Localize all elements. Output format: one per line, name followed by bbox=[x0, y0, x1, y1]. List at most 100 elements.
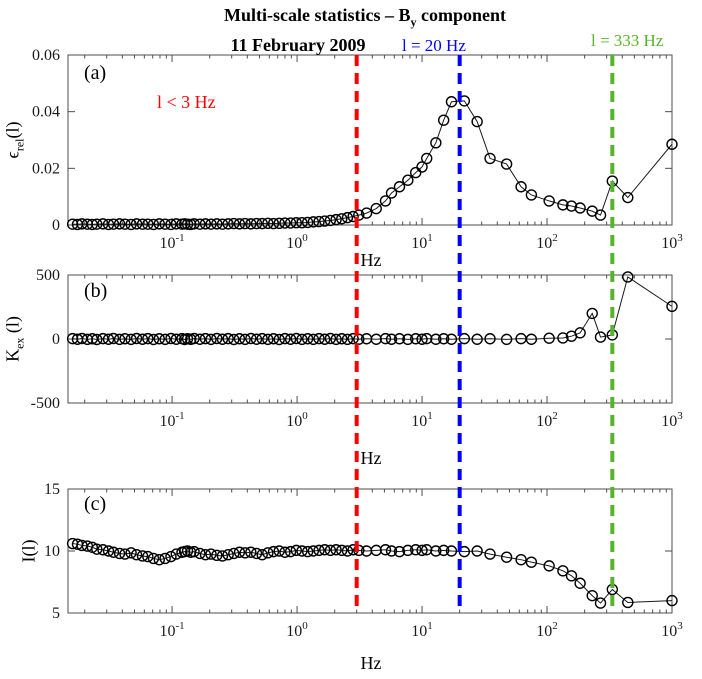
data-point bbox=[153, 218, 165, 230]
data-point bbox=[228, 217, 240, 230]
data-point bbox=[594, 209, 607, 221]
y-tick-label: 0.06 bbox=[32, 47, 60, 64]
data-point bbox=[119, 548, 131, 560]
data-point bbox=[216, 218, 229, 230]
data-point bbox=[324, 332, 337, 345]
data-point bbox=[205, 333, 217, 346]
y-tick-label: 0.02 bbox=[32, 160, 60, 177]
data-point bbox=[437, 544, 450, 557]
data-point bbox=[484, 548, 496, 560]
x-tick-label: 103 bbox=[661, 232, 683, 252]
data-point bbox=[165, 218, 177, 231]
data-point bbox=[188, 332, 200, 345]
data-point bbox=[385, 545, 398, 557]
data-point bbox=[353, 333, 365, 345]
x-tick-label: 100 bbox=[286, 620, 308, 640]
data-point bbox=[379, 332, 392, 345]
data-point bbox=[393, 181, 406, 193]
data-point bbox=[430, 137, 442, 149]
data-point bbox=[188, 218, 200, 230]
data-point bbox=[324, 544, 337, 557]
data-point bbox=[153, 553, 165, 566]
data-point bbox=[211, 218, 223, 230]
data-point bbox=[301, 333, 314, 345]
data-point bbox=[194, 333, 206, 345]
data-point bbox=[574, 202, 586, 214]
data-point bbox=[262, 217, 274, 230]
data-point bbox=[296, 333, 308, 346]
data-point bbox=[159, 218, 171, 230]
ylabel-a-base: ϵ bbox=[2, 151, 23, 159]
data-point bbox=[543, 560, 555, 572]
data-point bbox=[586, 307, 598, 320]
data-point bbox=[319, 544, 331, 556]
data-point bbox=[239, 333, 251, 346]
data-point bbox=[594, 331, 607, 343]
data-point bbox=[97, 544, 109, 556]
data-point bbox=[484, 333, 496, 345]
ylabel-a-sub: rel bbox=[12, 138, 27, 152]
data-point bbox=[296, 545, 308, 557]
data-point bbox=[165, 332, 177, 345]
data-point bbox=[307, 216, 320, 228]
data-point bbox=[336, 544, 348, 557]
data-point bbox=[307, 333, 320, 346]
data-point bbox=[421, 332, 433, 345]
data-point bbox=[430, 333, 442, 345]
data-point bbox=[222, 218, 234, 230]
data-point bbox=[301, 545, 314, 558]
data-point bbox=[515, 553, 527, 566]
data-point bbox=[666, 138, 678, 150]
data-point bbox=[273, 545, 285, 557]
data-point bbox=[130, 332, 143, 345]
data-point bbox=[437, 333, 450, 345]
data-point bbox=[199, 549, 212, 561]
data-point bbox=[91, 333, 103, 346]
data-point bbox=[279, 217, 291, 229]
yaxis-label-panel-b: Kex (l) bbox=[3, 316, 28, 362]
data-point bbox=[330, 544, 342, 556]
y-tick-label: 15 bbox=[44, 481, 60, 498]
data-point bbox=[165, 550, 177, 563]
y-tick-label: 500 bbox=[36, 267, 60, 284]
data-point bbox=[102, 545, 115, 557]
data-point bbox=[290, 544, 302, 557]
data-point bbox=[194, 547, 206, 560]
data-point bbox=[125, 218, 137, 231]
xaxis-label-panel-b: Hz bbox=[360, 448, 382, 468]
data-point bbox=[515, 181, 527, 193]
y-tick-label: 0 bbox=[52, 331, 60, 348]
data-point bbox=[222, 549, 234, 561]
data-point bbox=[557, 332, 569, 344]
xaxis-label-panel-a: Hz bbox=[360, 250, 382, 270]
y-tick-label: 0 bbox=[52, 217, 60, 234]
data-point bbox=[222, 332, 234, 345]
data-point bbox=[119, 218, 131, 230]
data-point bbox=[347, 332, 359, 345]
figure-title-text: Multi-scale statistics – B bbox=[224, 5, 411, 25]
data-point bbox=[341, 333, 354, 346]
data-point bbox=[622, 596, 634, 609]
data-line bbox=[72, 276, 673, 341]
data-point bbox=[445, 545, 458, 557]
data-point bbox=[211, 332, 223, 345]
x-tick-label: 102 bbox=[536, 620, 558, 640]
data-point bbox=[379, 195, 392, 207]
data-point bbox=[233, 218, 246, 230]
data-point bbox=[205, 548, 217, 560]
data-point bbox=[557, 565, 569, 577]
data-point bbox=[666, 300, 678, 313]
data-point bbox=[205, 218, 217, 230]
ylabel-a-rest: (l) bbox=[2, 121, 23, 139]
vline-label-20hz: l = 20 Hz bbox=[402, 36, 466, 55]
data-point bbox=[250, 217, 263, 230]
data-point bbox=[296, 217, 308, 229]
data-point bbox=[267, 333, 280, 345]
data-point bbox=[91, 218, 103, 230]
ylabel-b-sub: ex bbox=[12, 337, 27, 349]
axes-box bbox=[67, 54, 673, 226]
data-point bbox=[525, 333, 538, 345]
data-point bbox=[273, 217, 285, 230]
data-point bbox=[565, 200, 578, 212]
